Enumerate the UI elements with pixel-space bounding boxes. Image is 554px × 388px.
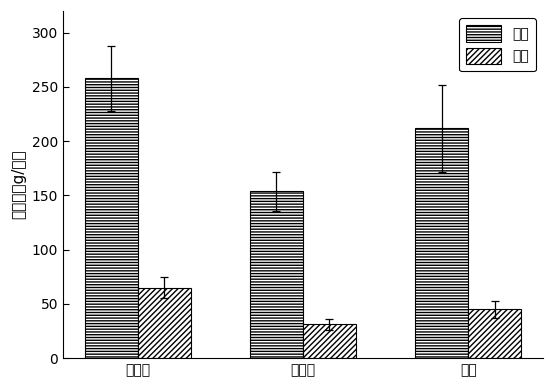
Bar [468,309,521,358]
Bar [137,288,191,358]
Bar [250,191,303,358]
Legend: 茎重, 叶重: 茎重, 叶重 [459,18,536,71]
Bar [85,78,137,358]
Bar [303,324,356,358]
Y-axis label: 生物量（g/株）: 生物量（g/株） [11,150,26,219]
Bar [416,128,468,358]
